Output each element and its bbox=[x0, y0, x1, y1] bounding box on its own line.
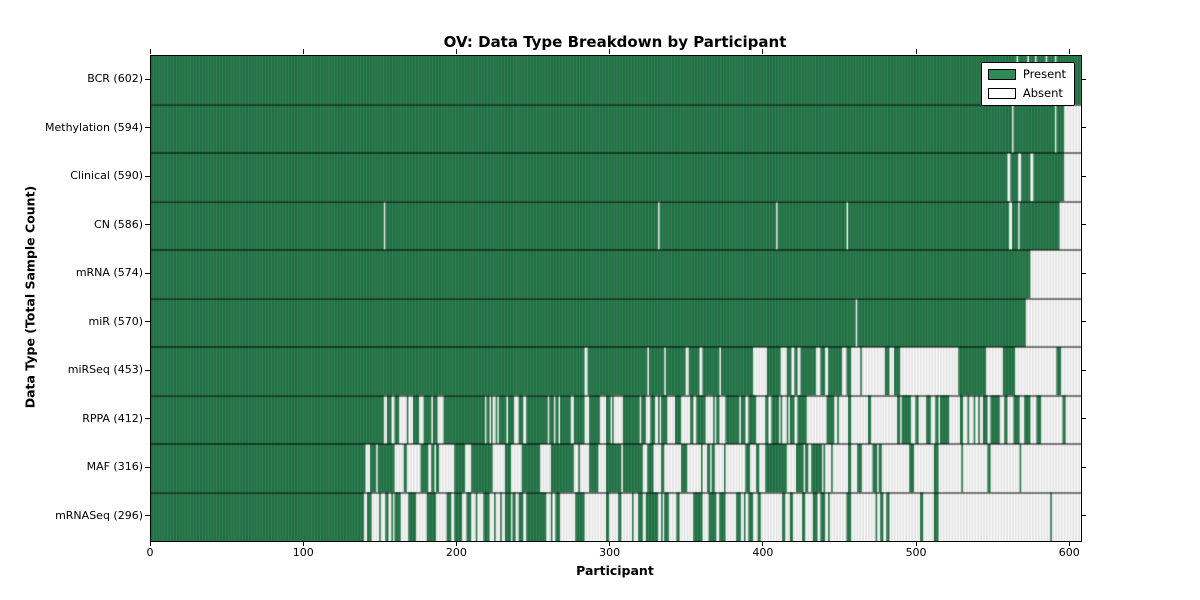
plot-area: Present Absent bbox=[150, 55, 1082, 542]
tick-mark bbox=[1081, 466, 1086, 468]
tick-mark bbox=[145, 127, 150, 129]
legend: Present Absent bbox=[980, 62, 1075, 106]
x-tick-label: 300 bbox=[599, 546, 621, 559]
tick-mark bbox=[1081, 272, 1086, 274]
y-tick-label: RPPA (412) bbox=[82, 411, 143, 425]
tick-mark bbox=[149, 541, 151, 546]
tick-mark bbox=[145, 369, 150, 371]
x-tick-label: 400 bbox=[752, 546, 774, 559]
tick-mark bbox=[1081, 369, 1086, 371]
legend-swatch-absent-icon bbox=[987, 88, 1016, 99]
legend-label-absent: Absent bbox=[1022, 86, 1063, 100]
tick-mark bbox=[762, 49, 764, 54]
tick-mark bbox=[455, 541, 457, 546]
tick-mark bbox=[145, 515, 150, 517]
tick-mark bbox=[145, 321, 150, 323]
presence-matrix-canvas bbox=[150, 55, 1082, 542]
tick-mark bbox=[302, 541, 304, 546]
legend-item-present: Present bbox=[987, 67, 1066, 81]
y-tick-label: CN (586) bbox=[94, 217, 143, 231]
chart-title: OV: Data Type Breakdown by Participant bbox=[443, 33, 787, 51]
tick-mark bbox=[1081, 515, 1086, 517]
legend-swatch-present-icon bbox=[987, 69, 1016, 80]
y-tick-label: miRSeq (453) bbox=[67, 363, 143, 377]
tick-mark bbox=[1068, 49, 1070, 54]
x-axis-label: Participant bbox=[576, 563, 654, 578]
x-tick-label: 600 bbox=[1058, 546, 1080, 559]
tick-mark bbox=[1081, 175, 1086, 177]
tick-mark bbox=[1081, 224, 1086, 226]
tick-mark bbox=[145, 224, 150, 226]
y-tick-label: mRNASeq (296) bbox=[55, 508, 143, 522]
tick-mark bbox=[762, 541, 764, 546]
tick-mark bbox=[149, 49, 151, 54]
tick-mark bbox=[145, 466, 150, 468]
tick-mark bbox=[145, 272, 150, 274]
tick-mark bbox=[915, 49, 917, 54]
tick-mark bbox=[1081, 127, 1086, 129]
tick-mark bbox=[145, 175, 150, 177]
x-tick-label: 100 bbox=[292, 546, 314, 559]
y-tick-label: BCR (602) bbox=[87, 72, 143, 86]
y-tick-label: Clinical (590) bbox=[70, 169, 143, 183]
tick-mark bbox=[1081, 418, 1086, 420]
tick-mark bbox=[1081, 321, 1086, 323]
tick-mark bbox=[1068, 541, 1070, 546]
tick-mark bbox=[145, 418, 150, 420]
y-tick-label: mRNA (574) bbox=[75, 266, 143, 280]
y-tick-label: miR (570) bbox=[88, 314, 144, 328]
legend-item-absent: Absent bbox=[987, 86, 1066, 100]
x-tick-label: 500 bbox=[905, 546, 927, 559]
tick-mark bbox=[609, 49, 611, 54]
x-tick-label: 200 bbox=[445, 546, 467, 559]
tick-mark bbox=[455, 49, 457, 54]
y-tick-label: MAF (316) bbox=[86, 460, 143, 474]
tick-mark bbox=[302, 49, 304, 54]
tick-mark bbox=[609, 541, 611, 546]
tick-mark bbox=[145, 78, 150, 80]
legend-label-present: Present bbox=[1022, 67, 1066, 81]
x-tick-label: 0 bbox=[146, 546, 154, 559]
y-tick-label: Methylation (594) bbox=[45, 120, 143, 134]
tick-mark bbox=[1081, 78, 1086, 80]
tick-mark bbox=[915, 541, 917, 546]
